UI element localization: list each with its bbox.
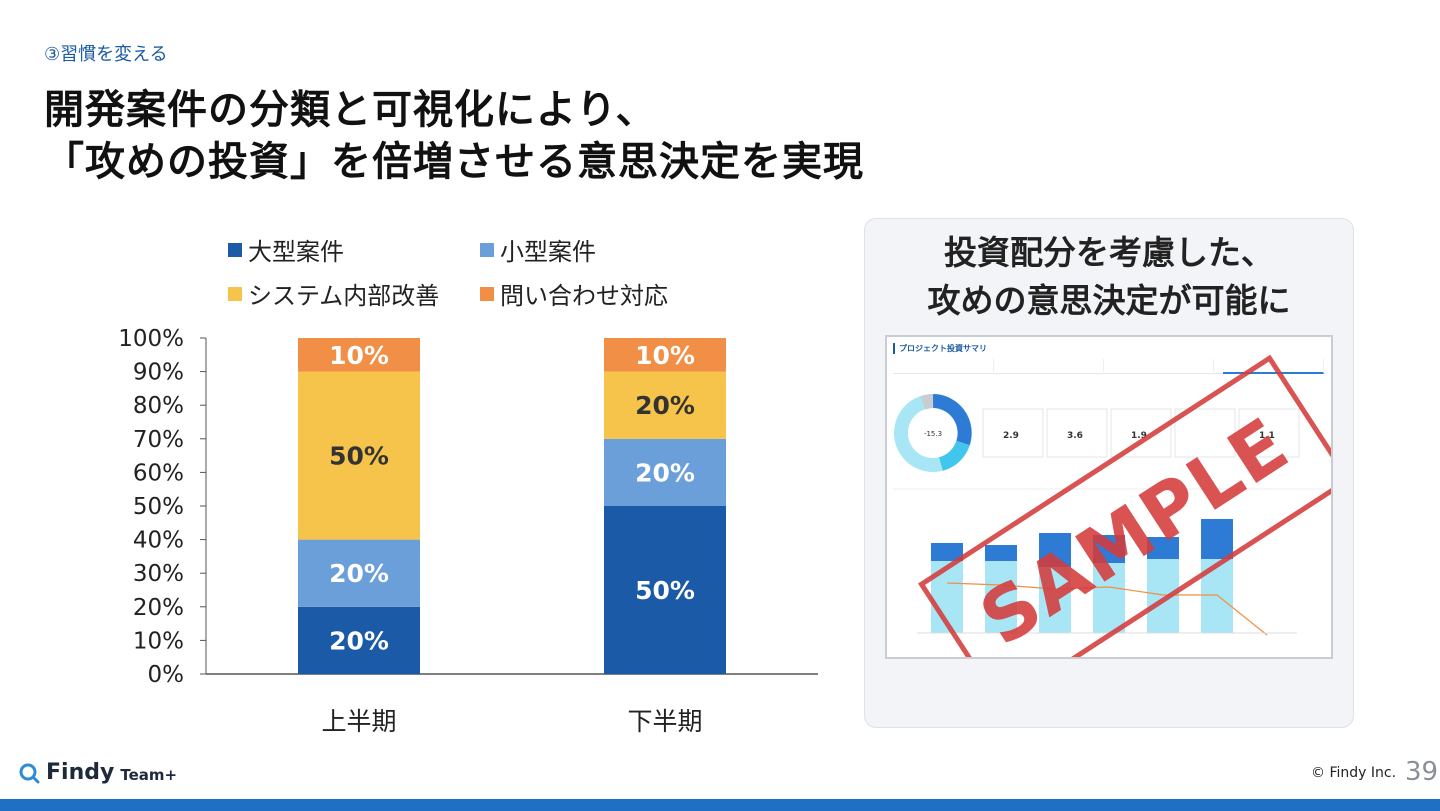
screenshot-title: プロジェクト投資サマリ [893,343,987,354]
legend-label-3: 問い合わせ対応 [500,282,668,310]
findy-logo: Findy Team+ [18,760,177,785]
bottom-bar [0,799,1440,811]
x-tick-label-1: 下半期 [627,707,702,736]
data-label-0-2: 50% [329,442,389,471]
y-tick-label-2: 20% [133,595,184,621]
svg-text:-15.3: -15.3 [924,430,942,438]
legend-swatch-3 [480,287,494,301]
page-title-line-2: 「攻めの投資」を倍増させる意思決定を実現 [44,139,864,185]
info-panel: 投資配分を考慮した、 攻めの意思決定が可能に プロジェクト投資サマリ -15.3 [864,218,1354,728]
legend-swatch-1 [480,243,494,257]
copyright: © Findy Inc. [1311,765,1397,781]
svg-text:1.1: 1.1 [1259,431,1275,441]
data-label-0-3: 10% [329,341,389,370]
bar-0-1 [298,539,420,607]
bar-1-1 [604,438,726,506]
legend-label-0: 大型案件 [248,238,344,266]
bar-0-0 [298,606,420,674]
bar-0-3 [298,338,420,372]
svg-text:2.9: 2.9 [1003,431,1019,441]
screenshot-dashboard-illustration: -15.3 2.9 3.6 1.9 1.1 [893,394,1325,636]
y-tick-label-10: 100% [118,326,184,352]
data-label-1-3: 10% [635,341,695,370]
legend-swatch-0 [228,243,242,257]
y-tick-label-0: 0% [148,662,185,688]
y-tick-label-7: 70% [133,427,184,453]
bar-0-2 [298,371,420,540]
section-label: ③習慣を変える [44,44,168,65]
y-tick-label-8: 80% [133,393,184,419]
bar-1-3 [604,338,726,372]
panel-title: 投資配分を考慮した、 攻めの意思決定が可能に [865,229,1353,325]
legend-swatch-2 [228,287,242,301]
bar-1-2 [604,371,726,439]
data-label-1-1: 20% [635,458,695,487]
y-tick-label-5: 50% [133,494,184,520]
svg-text:3.6: 3.6 [1067,431,1083,441]
data-label-0-0: 20% [329,626,389,655]
logo-subtext: Team+ [120,765,178,784]
findy-logo-icon [19,763,40,783]
legend-label-2: システム内部改善 [248,282,439,310]
screenshot-tabs [893,359,1325,374]
svg-text:1.9: 1.9 [1131,431,1147,441]
data-label-0-1: 20% [329,559,389,588]
x-tick-label-0: 上半期 [321,707,396,736]
sample-screenshot: プロジェクト投資サマリ -15.3 [885,335,1333,659]
data-label-1-2: 20% [635,391,695,420]
y-tick-label-9: 90% [133,360,184,386]
bar-1-0 [604,506,726,674]
panel-title-line-2: 攻めの意思決定が可能に [927,281,1291,320]
page-title: 開発案件の分類と可視化により、 「攻めの投資」を倍増させる意思決定を実現 [44,84,864,188]
y-tick-label-6: 60% [133,460,184,486]
legend-label-1: 小型案件 [500,238,596,266]
y-tick-label-1: 10% [133,628,184,654]
y-tick-label-4: 40% [133,528,184,554]
page-title-line-1: 開発案件の分類と可視化により、 [44,87,657,133]
data-label-1-0: 50% [635,576,695,605]
y-tick-label-3: 30% [133,561,184,587]
page-number: 39 [1405,757,1439,787]
panel-title-line-1: 投資配分を考慮した、 [944,233,1274,272]
logo-text: Findy [46,760,115,785]
